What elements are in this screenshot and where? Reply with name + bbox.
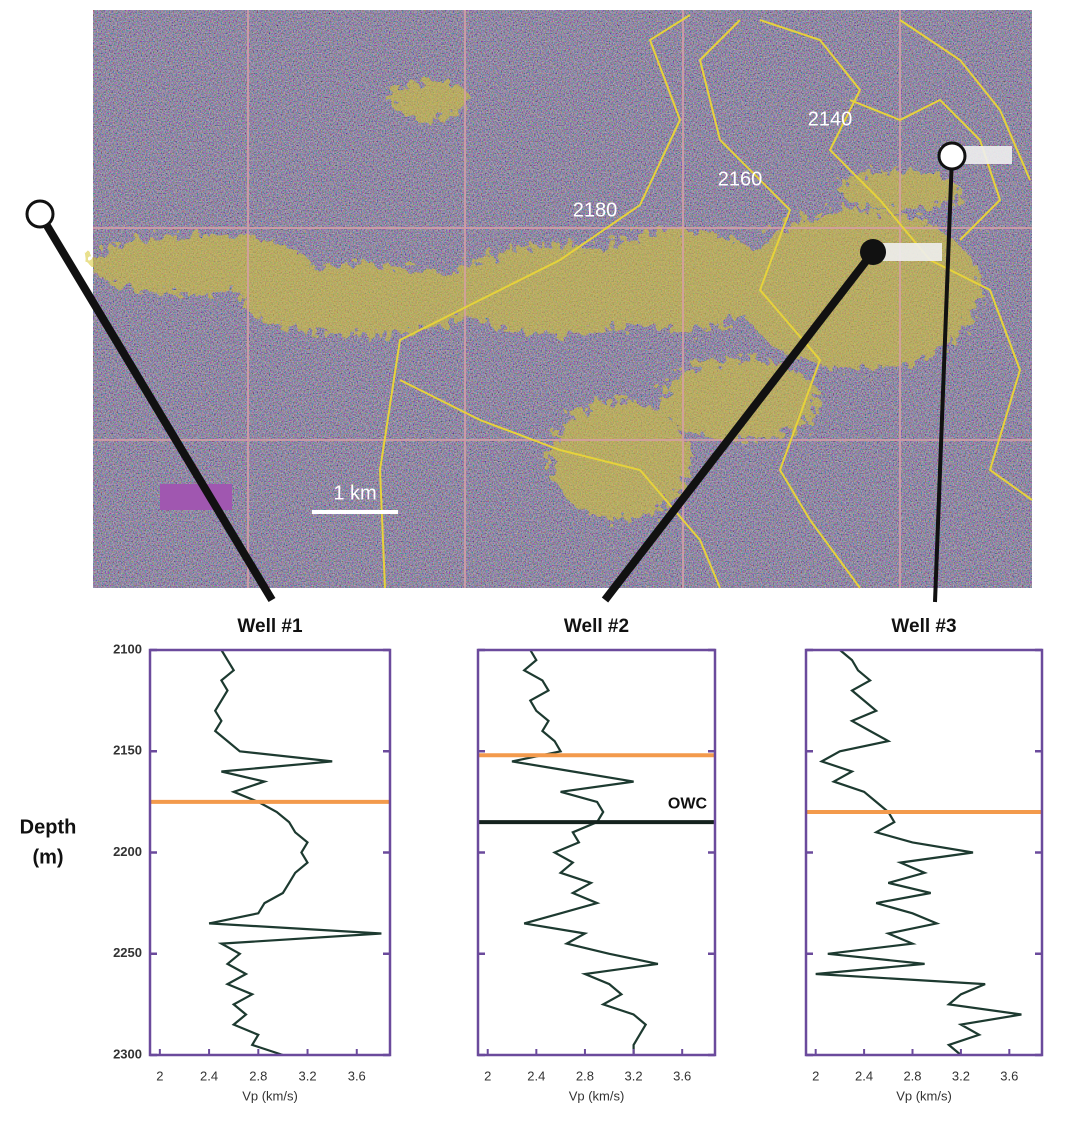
x-tick-label: 2 <box>156 1068 163 1083</box>
well-head <box>860 239 886 265</box>
contour-label: 2180 <box>573 199 618 221</box>
contour-label: 2160 <box>718 168 763 190</box>
chart-title: Well #1 <box>237 616 303 637</box>
well-paths <box>25 141 967 603</box>
chart-title: Well #3 <box>891 616 956 637</box>
y-tick-label: 2100 <box>113 641 142 656</box>
scale-label: 1 km <box>333 482 376 504</box>
vp-log <box>511 649 659 1055</box>
x-tick-label: 2.8 <box>249 1068 267 1083</box>
x-tick-label: 2.8 <box>576 1068 594 1083</box>
y-axis-label: (m) <box>32 846 63 868</box>
x-tick-label: 2 <box>484 1068 491 1083</box>
well-2-marker <box>880 243 942 261</box>
x-tick-label: 2.8 <box>903 1068 921 1083</box>
x-tick-label: 2.4 <box>200 1068 218 1083</box>
well-path <box>933 155 954 603</box>
y-tick-label: 2150 <box>113 743 142 758</box>
x-tick-label: 2.4 <box>527 1068 545 1083</box>
x-tick-label: 2.4 <box>855 1068 873 1083</box>
x-tick-label: 2 <box>812 1068 819 1083</box>
reference-label: OWC <box>668 795 708 812</box>
x-axis-label: Vp (km/s) <box>896 1088 952 1103</box>
map-swatch <box>160 484 232 510</box>
plot-frame <box>476 648 717 1057</box>
chart-title: Well #2 <box>564 616 629 637</box>
x-tick-label: 3.2 <box>298 1068 316 1083</box>
y-tick-label: 2250 <box>113 945 142 960</box>
y-tick-label: 2200 <box>113 844 142 859</box>
contour-label: 2140 <box>808 108 853 130</box>
seismic-map: 1 km 2140 2160 2180 <box>90 10 1033 589</box>
well-head <box>25 199 55 229</box>
x-tick-label: 3.6 <box>673 1068 691 1083</box>
depth-contours <box>378 14 1033 589</box>
plot-frame <box>804 648 1044 1057</box>
x-axis-label: Vp (km/s) <box>242 1088 298 1103</box>
vp-log <box>815 649 1022 1056</box>
x-axis-label: Vp (km/s) <box>569 1088 625 1103</box>
vp-log <box>208 649 382 1057</box>
y-tick-label: 2300 <box>113 1046 142 1061</box>
y-axis-label: Depth <box>20 816 77 838</box>
well-head <box>937 141 967 171</box>
x-tick-label: 3.2 <box>625 1068 643 1083</box>
map-grid <box>93 10 1032 588</box>
well-path <box>601 249 877 603</box>
x-tick-label: 3.2 <box>952 1068 970 1083</box>
x-tick-label: 3.6 <box>348 1068 366 1083</box>
plot-frame <box>148 648 392 1057</box>
x-tick-label: 3.6 <box>1000 1068 1018 1083</box>
well-path <box>36 211 276 603</box>
